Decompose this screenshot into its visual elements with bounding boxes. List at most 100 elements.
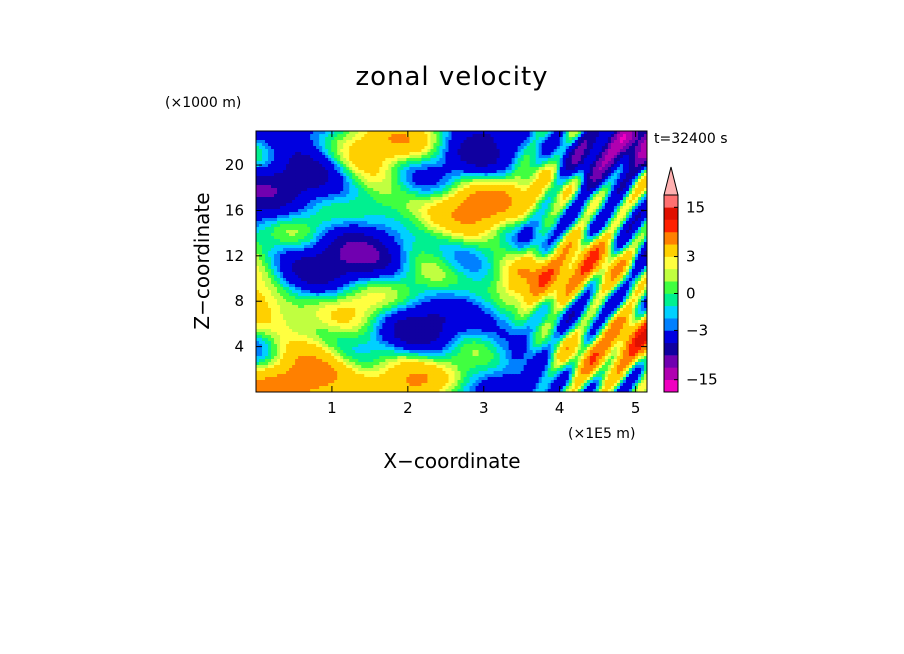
contour-cell — [355, 191, 359, 195]
contour-cell — [271, 188, 275, 192]
contour-cell — [289, 140, 293, 144]
contour-cell — [376, 308, 380, 312]
contour-cell — [265, 374, 269, 378]
contour-cell — [313, 137, 317, 141]
contour-cell — [391, 257, 395, 261]
contour-cell — [310, 233, 314, 237]
contour-cell — [361, 314, 365, 318]
contour-cell — [301, 389, 305, 392]
contour-cell — [337, 356, 341, 360]
contour-cell — [352, 272, 356, 276]
contour-cell — [361, 293, 365, 297]
contour-cell — [364, 200, 368, 204]
contour-cell — [265, 383, 269, 387]
contour-cell — [268, 350, 272, 354]
contour-cell — [265, 131, 269, 135]
contour-cell — [280, 308, 284, 312]
contour-cell — [337, 230, 341, 234]
contour-cell — [268, 365, 272, 369]
contour-cell — [298, 224, 302, 228]
contour-cell — [331, 143, 335, 147]
contour-cell — [385, 374, 389, 378]
contour-cell — [349, 263, 353, 267]
contour-cell — [256, 347, 260, 351]
contour-cell — [364, 323, 368, 327]
contour-cell — [310, 215, 314, 219]
contour-cell — [361, 209, 365, 213]
contour-cell — [382, 134, 386, 138]
contour-cell — [277, 362, 281, 366]
contour-cell — [256, 269, 260, 273]
contour-cell — [388, 311, 392, 315]
contour-cell — [277, 293, 281, 297]
contour-cell — [331, 215, 335, 219]
contour-cell — [391, 299, 395, 303]
contour-cell — [334, 215, 338, 219]
contour-cell — [331, 344, 335, 348]
contour-cell — [358, 380, 362, 384]
contour-cell — [268, 257, 272, 261]
contour-cell — [262, 317, 266, 321]
contour-cell — [316, 362, 320, 366]
contour-cell — [277, 326, 281, 330]
contour-cell — [337, 278, 341, 282]
contour-cell — [316, 146, 320, 150]
contour-cell — [334, 362, 338, 366]
contour-cell — [298, 314, 302, 318]
contour-cell — [289, 314, 293, 318]
contour-cell — [295, 311, 299, 315]
contour-cell — [286, 224, 290, 228]
contour-cell — [388, 365, 392, 369]
contour-cell — [307, 278, 311, 282]
contour-cell — [277, 320, 281, 324]
contour-cell — [385, 368, 389, 372]
contour-cell — [316, 317, 320, 321]
contour-cell — [334, 146, 338, 150]
contour-cell — [382, 236, 386, 240]
contour-cell — [364, 224, 368, 228]
contour-cell — [280, 386, 284, 390]
contour-cell — [328, 170, 332, 174]
contour-cell — [256, 143, 260, 147]
contour-cell — [313, 266, 317, 270]
contour-cell — [349, 284, 353, 288]
contour-cell — [259, 194, 263, 198]
contour-cell — [376, 317, 380, 321]
contour-cell — [271, 191, 275, 195]
contour-cell — [373, 284, 377, 288]
contour-cell — [298, 368, 302, 372]
contour-cell — [316, 152, 320, 156]
contour-cell — [295, 389, 299, 392]
contour-cell — [355, 179, 359, 183]
contour-cell — [349, 299, 353, 303]
contour-cell — [274, 251, 278, 255]
contour-cell — [286, 347, 290, 351]
contour-cell — [340, 131, 344, 135]
contour-cell — [385, 329, 389, 333]
contour-cell — [289, 320, 293, 324]
contour-cell — [295, 134, 299, 138]
contour-cell — [268, 272, 272, 276]
contour-cell — [259, 242, 263, 246]
contour-cell — [265, 236, 269, 240]
contour-cell — [322, 134, 326, 138]
contour-cell — [373, 161, 377, 165]
contour-cell — [292, 170, 296, 174]
contour-cell — [367, 341, 371, 345]
contour-cell — [364, 341, 368, 345]
contour-cell — [280, 161, 284, 165]
contour-cell — [322, 146, 326, 150]
contour-cell — [388, 317, 392, 321]
contour-cell — [343, 221, 347, 225]
contour-cell — [370, 233, 374, 237]
contour-cell — [373, 341, 377, 345]
contour-cell — [340, 245, 344, 249]
contour-cell — [325, 203, 329, 207]
contour-cell — [337, 332, 341, 336]
contour-cell — [346, 227, 350, 231]
contour-cell — [391, 161, 395, 165]
contour-cell — [292, 242, 296, 246]
contour-cell — [376, 161, 380, 165]
contour-cell — [373, 347, 377, 351]
contour-cell — [388, 143, 392, 147]
